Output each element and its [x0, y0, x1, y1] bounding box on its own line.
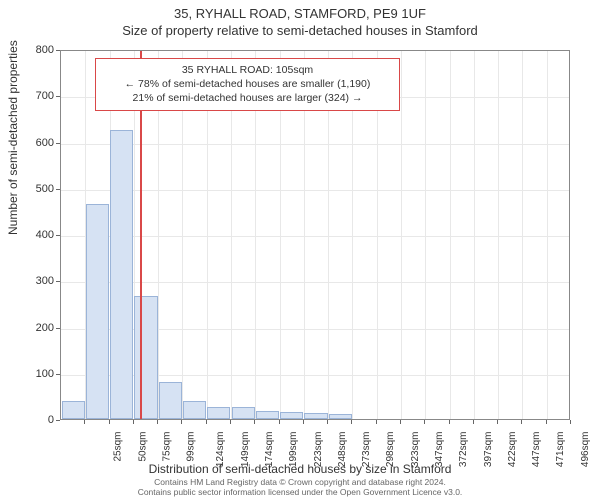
gridline-v [547, 51, 548, 419]
x-tick-label: 99sqm [186, 432, 197, 462]
y-tick-mark [56, 235, 60, 236]
gridline-h [61, 144, 569, 145]
x-tick-label: 75sqm [161, 432, 172, 462]
y-tick-label: 0 [14, 414, 54, 426]
gridline-v [474, 51, 475, 419]
x-tick-mark [133, 420, 134, 424]
x-tick-label: 496sqm [580, 432, 591, 468]
y-tick-mark [56, 281, 60, 282]
y-tick-mark [56, 420, 60, 421]
histogram-bar [232, 407, 255, 419]
x-tick-mark [230, 420, 231, 424]
x-tick-label: 347sqm [434, 432, 445, 468]
x-tick-mark [109, 420, 110, 424]
address-title: 35, RYHALL ROAD, STAMFORD, PE9 1UF [0, 6, 600, 21]
x-tick-mark [254, 420, 255, 424]
histogram-bar [304, 413, 327, 419]
gridline-v [401, 51, 402, 419]
x-tick-label: 298sqm [386, 432, 397, 468]
x-tick-mark [449, 420, 450, 424]
x-tick-mark [424, 420, 425, 424]
y-tick-label: 300 [14, 275, 54, 287]
histogram-bar [329, 414, 352, 419]
x-tick-mark [473, 420, 474, 424]
gridline-h [61, 190, 569, 191]
gridline-v [522, 51, 523, 419]
x-tick-mark [351, 420, 352, 424]
x-tick-label: 323sqm [410, 432, 421, 468]
x-tick-mark [400, 420, 401, 424]
y-tick-label: 500 [14, 183, 54, 195]
histogram-bar [183, 401, 206, 420]
copyright-line-2: Contains public sector information licen… [0, 487, 600, 498]
histogram-bar [62, 401, 85, 420]
x-tick-label: 447sqm [531, 432, 542, 468]
x-tick-mark [327, 420, 328, 424]
gridline-v [425, 51, 426, 419]
y-tick-label: 800 [14, 44, 54, 56]
x-tick-label: 397sqm [483, 432, 494, 468]
histogram-bar [280, 412, 303, 419]
y-tick-label: 100 [14, 368, 54, 380]
y-tick-mark [56, 374, 60, 375]
x-tick-mark [376, 420, 377, 424]
x-tick-label: 199sqm [288, 432, 299, 468]
x-tick-mark [84, 420, 85, 424]
copyright-line-1: Contains HM Land Registry data © Crown c… [0, 477, 600, 488]
y-tick-mark [56, 328, 60, 329]
y-tick-mark [56, 143, 60, 144]
x-tick-mark [206, 420, 207, 424]
gridline-v [450, 51, 451, 419]
copyright-footer: Contains HM Land Registry data © Crown c… [0, 477, 600, 498]
x-tick-mark [521, 420, 522, 424]
histogram-bar [207, 407, 230, 419]
x-tick-label: 422sqm [507, 432, 518, 468]
x-tick-label: 149sqm [240, 432, 251, 468]
x-tick-mark [157, 420, 158, 424]
x-tick-mark [181, 420, 182, 424]
y-tick-label: 200 [14, 322, 54, 334]
y-tick-mark [56, 50, 60, 51]
x-tick-mark [546, 420, 547, 424]
annotation-line: 21% of semi-detached houses are larger (… [104, 91, 391, 105]
gridline-h [61, 282, 569, 283]
y-tick-label: 600 [14, 137, 54, 149]
x-tick-mark [497, 420, 498, 424]
chart-subtitle: Size of property relative to semi-detach… [0, 23, 600, 38]
x-tick-label: 174sqm [264, 432, 275, 468]
x-tick-mark [279, 420, 280, 424]
gridline-v [498, 51, 499, 419]
histogram-bar [110, 130, 133, 419]
histogram-bar [159, 382, 182, 419]
x-tick-mark [570, 420, 571, 424]
x-tick-label: 50sqm [137, 432, 148, 462]
x-tick-mark [303, 420, 304, 424]
x-tick-label: 25sqm [113, 432, 124, 462]
annotation-line: ← 78% of semi-detached houses are smalle… [104, 77, 391, 91]
x-tick-label: 471sqm [556, 432, 567, 468]
annotation-line: 35 RYHALL ROAD: 105sqm [104, 63, 391, 77]
y-tick-label: 700 [14, 90, 54, 102]
histogram-bar [86, 204, 109, 419]
histogram-bar [134, 296, 157, 419]
annotation-box: 35 RYHALL ROAD: 105sqm← 78% of semi-deta… [95, 58, 400, 111]
x-tick-label: 223sqm [313, 432, 324, 468]
histogram-bar [256, 411, 279, 419]
y-tick-mark [56, 189, 60, 190]
x-tick-label: 372sqm [458, 432, 469, 468]
x-tick-label: 248sqm [337, 432, 348, 468]
y-tick-mark [56, 96, 60, 97]
y-tick-label: 400 [14, 229, 54, 241]
gridline-h [61, 236, 569, 237]
x-tick-label: 273sqm [361, 432, 372, 468]
x-tick-label: 124sqm [216, 432, 227, 468]
